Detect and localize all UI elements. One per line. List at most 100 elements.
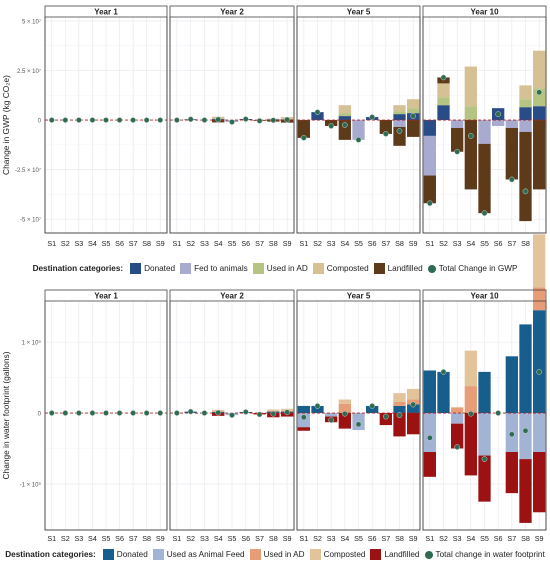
bar-segment-used-in-ad xyxy=(519,99,532,108)
total-point xyxy=(522,427,529,434)
x-tick-label: S9 xyxy=(156,534,165,543)
total-point xyxy=(481,456,488,462)
bar-segment-fed-to-animals xyxy=(492,120,505,126)
x-tick-label: S6 xyxy=(368,534,377,543)
x-tick-label: S7 xyxy=(381,534,390,543)
facet-title: Year 10 xyxy=(470,8,499,17)
x-tick-label: S8 xyxy=(269,534,278,543)
legend-item-donated: Donated xyxy=(130,263,175,274)
total-point xyxy=(426,200,433,207)
x-tick-label: S1 xyxy=(47,239,56,248)
total-point xyxy=(130,117,136,123)
total-point xyxy=(522,188,529,195)
bar-segment-landfilled xyxy=(338,413,351,429)
bar-segment-composted xyxy=(533,50,546,89)
facet-border xyxy=(169,5,295,234)
x-tick-label: S3 xyxy=(200,534,209,543)
total-point xyxy=(369,114,376,120)
y-axis-title: Change in GWP (kg CO₂e) xyxy=(1,75,11,175)
bar-segment-composted xyxy=(407,388,420,400)
bar-segment-donated xyxy=(338,116,351,121)
total-point xyxy=(116,117,123,123)
x-tick-label: S6 xyxy=(115,239,124,248)
total-point xyxy=(284,116,290,123)
facet-panel: Year 5 S1 S2 S3 S4 S5 S6 S7 S8 S9 xyxy=(296,289,421,543)
x-tick-label: S9 xyxy=(283,534,292,543)
total-point xyxy=(536,89,543,96)
bar-segment-landfilled xyxy=(533,120,546,190)
x-tick-label: S6 xyxy=(494,534,503,543)
x-tick-label: S7 xyxy=(129,534,138,543)
x-tick-label: S4 xyxy=(214,534,223,543)
bar-segment-used-in-ad xyxy=(464,106,477,121)
x-tick-label: S9 xyxy=(156,239,165,248)
x-tick-label: S5 xyxy=(354,239,363,248)
x-tick-label: S1 xyxy=(299,534,308,543)
total-point xyxy=(467,133,474,139)
total-point xyxy=(440,369,447,375)
bar-segment-landfilled xyxy=(519,459,532,523)
total-point xyxy=(187,116,194,123)
y-tick-label: 5 × 10⁷ xyxy=(22,18,41,25)
facet-panel: Year 2 S1 S2 S3 S4 S5 S6 S7 S8 S9 xyxy=(169,5,295,248)
facet-strip xyxy=(45,290,167,301)
total-point xyxy=(314,403,321,409)
facet-panel: Year 5 S1 S2 S3 S4 S5 S6 S7 S8 S9 xyxy=(296,5,421,248)
bar-segment-donated xyxy=(533,310,546,414)
bar-segment-used-as-animal-feed xyxy=(478,413,491,456)
bar-segment-fed-to-animals xyxy=(393,120,406,127)
total-point xyxy=(481,210,488,217)
bar-segment-donated xyxy=(437,371,450,414)
bar-segment-composted xyxy=(338,399,351,404)
bar-segment-fed-to-animals xyxy=(423,135,436,176)
x-tick-label: S5 xyxy=(102,239,111,248)
bar-segment-used-in-ad xyxy=(437,97,450,106)
total-point xyxy=(157,117,164,123)
legend-item-total: Total change in water footprint xyxy=(424,550,545,559)
x-tick-label: S2 xyxy=(313,239,322,248)
total-point xyxy=(410,113,417,119)
facet-panel: Year 10 S1 S2 S3 S4 S5 S6 S7 S8 S9 xyxy=(422,234,547,543)
bar-segment-composted xyxy=(533,234,546,288)
x-tick-label: S8 xyxy=(395,239,404,248)
x-tick-label: S8 xyxy=(142,534,151,543)
bar-segment-fed-to-animals xyxy=(451,120,464,128)
bar-segment-donated xyxy=(505,356,518,414)
bar-segment-landfilled xyxy=(297,427,310,431)
total-point xyxy=(328,417,335,423)
legend-item-total: Total Change in GWP xyxy=(427,264,517,273)
bar-segment-landfilled xyxy=(464,120,477,190)
chart-water-footprint: Change in water footprint (gallons) 1 × 1… xyxy=(1,234,547,543)
facet-title: Year 1 xyxy=(94,8,118,17)
bar-segment-used-as-animal-feed xyxy=(325,413,338,417)
facet-border xyxy=(44,5,168,234)
facet-title: Year 2 xyxy=(220,292,244,301)
y-tick-label: 2.5 × 10⁷ xyxy=(17,68,41,75)
facet-border xyxy=(296,289,421,531)
bar-segment-composted xyxy=(437,83,450,98)
total-point xyxy=(314,109,321,115)
legend-swatch xyxy=(102,549,114,560)
x-tick-label: S2 xyxy=(61,239,70,248)
total-point xyxy=(341,410,348,417)
legend-swatch xyxy=(249,549,261,560)
legend-swatch xyxy=(370,549,382,560)
x-tick-label: S1 xyxy=(425,534,434,543)
bar-segment-donated xyxy=(423,120,436,136)
legend-total-dot xyxy=(427,264,436,273)
bar-segment-donated xyxy=(393,114,406,121)
bar-segment-used-in-ad xyxy=(451,407,464,414)
bar-segment-composted xyxy=(407,99,420,109)
total-point xyxy=(341,122,348,128)
x-tick-label: S2 xyxy=(439,239,448,248)
facet-border xyxy=(44,289,168,531)
x-tick-label: S3 xyxy=(327,534,336,543)
total-point xyxy=(48,410,55,416)
x-tick-label: S3 xyxy=(200,239,209,248)
bar-segment-landfilled xyxy=(451,127,464,152)
x-tick-label: S1 xyxy=(425,239,434,248)
x-tick-label: S8 xyxy=(269,239,278,248)
bar-segment-used-in-ad xyxy=(338,403,351,414)
legend-item-composted: Composted xyxy=(312,263,369,274)
